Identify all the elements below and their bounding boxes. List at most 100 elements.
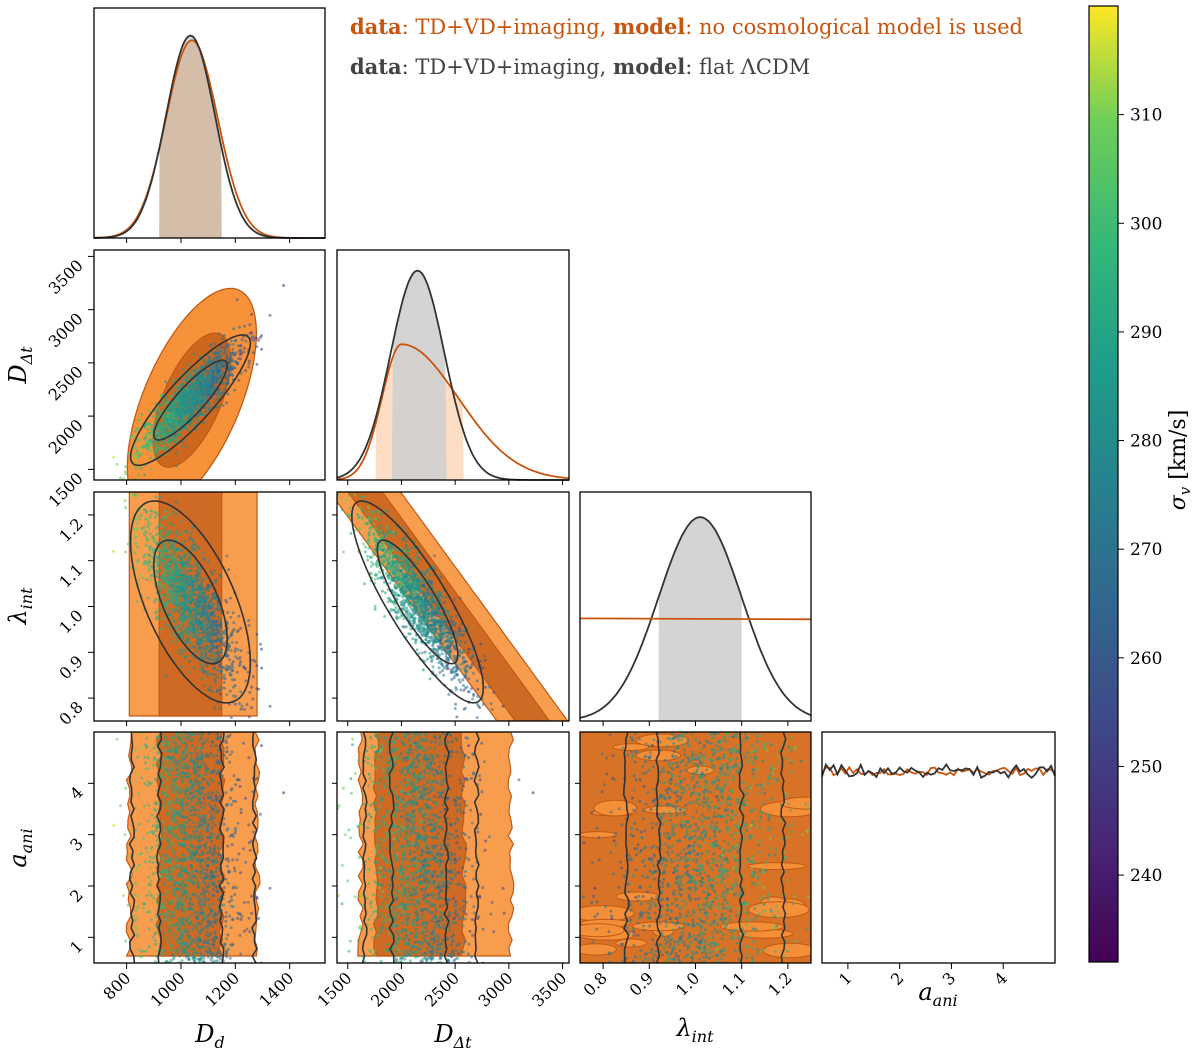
scatter-point [159,403,163,406]
scatter-point [217,781,221,785]
orange-patch [615,938,648,948]
scatter-point [378,530,382,534]
scatter-point [146,596,150,600]
scatter-point [195,401,199,405]
scatter-point [209,343,213,347]
scatter-point [459,639,463,643]
scatter-point [408,590,412,593]
scatter-point [229,339,233,343]
scatter-point [199,411,203,415]
scatter-point [430,582,433,586]
scatter-point [143,508,146,512]
scatter-point [441,664,445,668]
scatter-point [162,546,166,550]
scatter-point [367,506,371,510]
scatter-point [422,633,426,637]
scatter-point [268,313,272,317]
scatter-point [414,638,418,642]
scatter-point [400,584,404,588]
scatter-point [408,585,412,589]
scatter-point [369,528,373,532]
scatter-point [367,530,371,534]
scatter-point [466,690,470,694]
scatter-point [215,624,219,628]
scatter-point [438,671,442,674]
scatter-point [191,607,194,610]
scatter-point [170,640,174,644]
scatter-point [168,586,172,590]
scatter-point [490,708,494,711]
scatter-point [361,495,365,499]
scatter-point [247,623,251,627]
scatter-point [394,576,398,579]
scatter-point [386,563,390,567]
scatter-point [219,349,223,353]
scatter-point [181,611,185,615]
scatter-point [442,606,446,609]
scatter-point [471,662,474,666]
scatter-point [157,608,161,612]
scatter-point [174,625,178,629]
scatter-point [183,555,187,559]
scatter-point [196,566,200,570]
scatter-point [234,799,238,803]
scatter-point [239,649,243,653]
scatter-point [199,636,203,640]
scatter-point [174,577,178,581]
scatter-point [233,684,237,687]
scatter-point [174,390,178,394]
scatter-point [178,532,182,536]
scatter-point [209,604,213,608]
scatter-point [227,568,231,572]
scatter-point [370,525,374,528]
scatter-point [199,627,203,631]
scatter-point [211,396,215,400]
scatter-point [159,584,163,588]
scatter-point [187,428,190,432]
scatter-point [206,560,210,564]
scatter-point [228,689,232,693]
scatter-point [224,377,228,380]
scatter-point [177,597,181,601]
scatter-point [450,678,454,681]
scatter-point [464,665,468,669]
scatter-point [214,680,218,684]
scatter-point [148,893,152,897]
scatter-point [204,623,208,627]
scatter-point [439,638,443,641]
scatter-point [396,616,399,620]
scatter-point [225,864,229,868]
scatter-point [199,804,203,808]
scatter-point [181,382,185,386]
scatter-point [184,640,188,644]
scatter-point [206,594,210,598]
scatter-point [397,577,401,581]
scatter-point [180,422,184,426]
scatter-point [222,388,226,392]
scatter-point [446,659,450,663]
scatter-point [212,378,216,382]
scatter-point [242,665,245,669]
scatter-point [154,411,158,414]
scatter-point [136,545,140,549]
scatter-point [144,436,148,440]
scatter-point [177,651,181,655]
scatter-point [175,386,179,390]
scatter-point [204,772,208,776]
scatter-point [219,624,223,628]
scatter-point [148,439,152,442]
scatter-point [402,575,406,579]
scatter-point [244,679,248,683]
scatter-point [340,508,344,512]
scatter-point [238,325,241,329]
scatter-point [193,368,197,372]
scatter-point [257,338,261,342]
scatter-point [435,650,439,653]
orange-interval-Dd [159,40,222,239]
scatter-point [229,615,233,619]
scatter-point [171,426,175,429]
scatter-point [173,587,177,591]
scatter-point [446,626,450,629]
scatter-point [142,555,146,559]
scatter-point [200,872,204,876]
